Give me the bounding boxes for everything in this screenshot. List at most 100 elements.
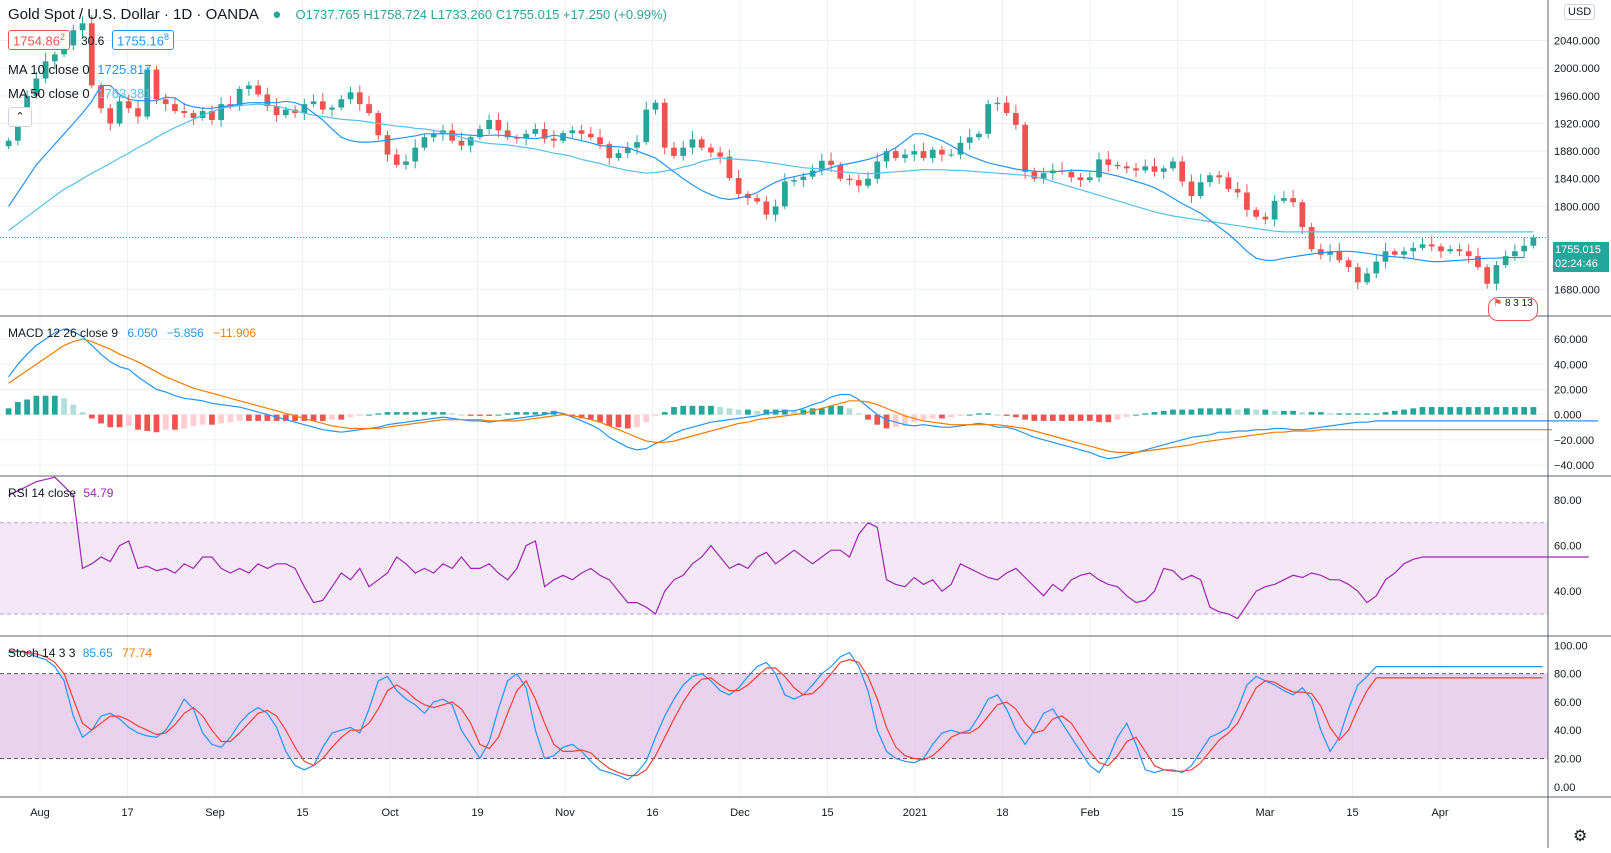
candle-body[interactable] — [800, 176, 807, 181]
candle-body[interactable] — [1336, 251, 1343, 261]
candle-body[interactable] — [1484, 267, 1491, 284]
candle-body[interactable] — [384, 135, 391, 155]
sell-price-button[interactable]: 1754.862 — [8, 30, 71, 51]
candle-body[interactable] — [726, 156, 733, 179]
candle-body[interactable] — [107, 108, 114, 124]
candle-body[interactable] — [144, 69, 151, 117]
candle-body[interactable] — [902, 154, 908, 158]
candle-body[interactable] — [892, 151, 899, 158]
candle-body[interactable] — [301, 104, 308, 114]
candle-body[interactable] — [1281, 198, 1287, 201]
candle-body[interactable] — [421, 137, 428, 148]
candle-body[interactable] — [541, 128, 548, 139]
candle-body[interactable] — [1364, 273, 1370, 283]
candle-body[interactable] — [1317, 249, 1324, 255]
candle-body[interactable] — [1160, 168, 1167, 172]
gear-icon[interactable]: ⚙ — [1573, 828, 1588, 845]
candle-body[interactable] — [1142, 166, 1149, 171]
candle-body[interactable] — [1345, 260, 1352, 268]
candle-body[interactable] — [985, 104, 992, 134]
candle-body[interactable] — [1179, 161, 1186, 182]
candle-body[interactable] — [1207, 175, 1213, 183]
candle-body[interactable] — [1133, 168, 1139, 171]
candle-body[interactable] — [1327, 251, 1333, 255]
candle-body[interactable] — [1114, 164, 1121, 167]
candle-body[interactable] — [79, 23, 86, 31]
candle-body[interactable] — [587, 133, 594, 138]
candle-body[interactable] — [42, 61, 49, 79]
candle-body[interactable] — [329, 107, 335, 110]
candle-body[interactable] — [735, 178, 742, 194]
candle-body[interactable] — [1151, 166, 1158, 172]
candle-body[interactable] — [708, 147, 714, 153]
candle-body[interactable] — [1438, 246, 1444, 252]
macd-pane[interactable] — [5, 328, 1599, 460]
candle-body[interactable] — [689, 139, 696, 148]
candle-body[interactable] — [1003, 102, 1010, 114]
currency-button[interactable]: USD — [1564, 4, 1596, 20]
candle-body[interactable] — [514, 137, 520, 139]
stoch-pane[interactable] — [8, 650, 1543, 781]
candle-body[interactable] — [1188, 181, 1195, 196]
candle-body[interactable] — [1401, 251, 1407, 255]
candle-body[interactable] — [1373, 261, 1380, 274]
candle-body[interactable] — [347, 92, 354, 100]
candle-body[interactable] — [1086, 177, 1093, 181]
candle-body[interactable] — [125, 101, 132, 109]
candle-body[interactable] — [430, 133, 437, 138]
candle-body[interactable] — [1244, 192, 1250, 210]
candle-body[interactable] — [994, 102, 1001, 105]
buy-price-button[interactable]: 1755.168 — [112, 30, 175, 51]
candle-body[interactable] — [661, 102, 668, 148]
candle-body[interactable] — [1013, 113, 1019, 125]
candle-body[interactable] — [1530, 237, 1537, 246]
candle-body[interactable] — [1234, 189, 1241, 193]
candle-body[interactable] — [1225, 177, 1232, 190]
candle-body[interactable] — [671, 147, 677, 156]
candle-body[interactable] — [24, 95, 30, 114]
candle-body[interactable] — [1493, 265, 1500, 284]
candle-body[interactable] — [495, 120, 502, 131]
candle-body[interactable] — [929, 149, 936, 158]
candle-body[interactable] — [375, 113, 382, 136]
candle-body[interactable] — [550, 138, 557, 141]
candle-body[interactable] — [911, 151, 918, 155]
candle-body[interactable] — [1031, 171, 1038, 179]
candle-body[interactable] — [578, 130, 585, 134]
candle-body[interactable] — [467, 137, 474, 146]
candle-body[interactable] — [1197, 182, 1204, 196]
candle-body[interactable] — [51, 54, 58, 62]
candle-body[interactable] — [920, 151, 927, 158]
candle-body[interactable] — [162, 99, 169, 105]
candle-body[interactable] — [403, 161, 409, 165]
ma50-legend[interactable]: MA 50 close 0 1763.381 — [8, 86, 152, 101]
candle-body[interactable] — [532, 128, 539, 134]
candle-body[interactable] — [1096, 159, 1102, 178]
candle-body[interactable] — [569, 130, 576, 134]
candle-body[interactable] — [246, 85, 252, 89]
candle-body[interactable] — [486, 120, 493, 129]
candle-body[interactable] — [624, 147, 631, 154]
candle-body[interactable] — [70, 30, 77, 46]
candle-body[interactable] — [652, 102, 659, 110]
candle-body[interactable] — [116, 101, 123, 124]
candle-body[interactable] — [717, 152, 724, 157]
candle-body[interactable] — [1465, 251, 1472, 257]
candle-body[interactable] — [828, 160, 834, 165]
candle-body[interactable] — [791, 180, 797, 182]
candle-body[interactable] — [88, 23, 95, 86]
candle-body[interactable] — [1040, 173, 1047, 179]
candle-body[interactable] — [1512, 251, 1518, 257]
candle-body[interactable] — [172, 104, 178, 112]
candle-body[interactable] — [865, 178, 871, 186]
candle-body[interactable] — [883, 151, 890, 162]
candle-body[interactable] — [273, 106, 280, 116]
candle-body[interactable] — [1077, 177, 1084, 181]
candle-body[interactable] — [264, 94, 271, 107]
candle-body[interactable] — [1475, 256, 1481, 268]
candle-body[interactable] — [1299, 202, 1306, 228]
candle-body[interactable] — [680, 147, 687, 156]
candle-body[interactable] — [615, 153, 622, 158]
